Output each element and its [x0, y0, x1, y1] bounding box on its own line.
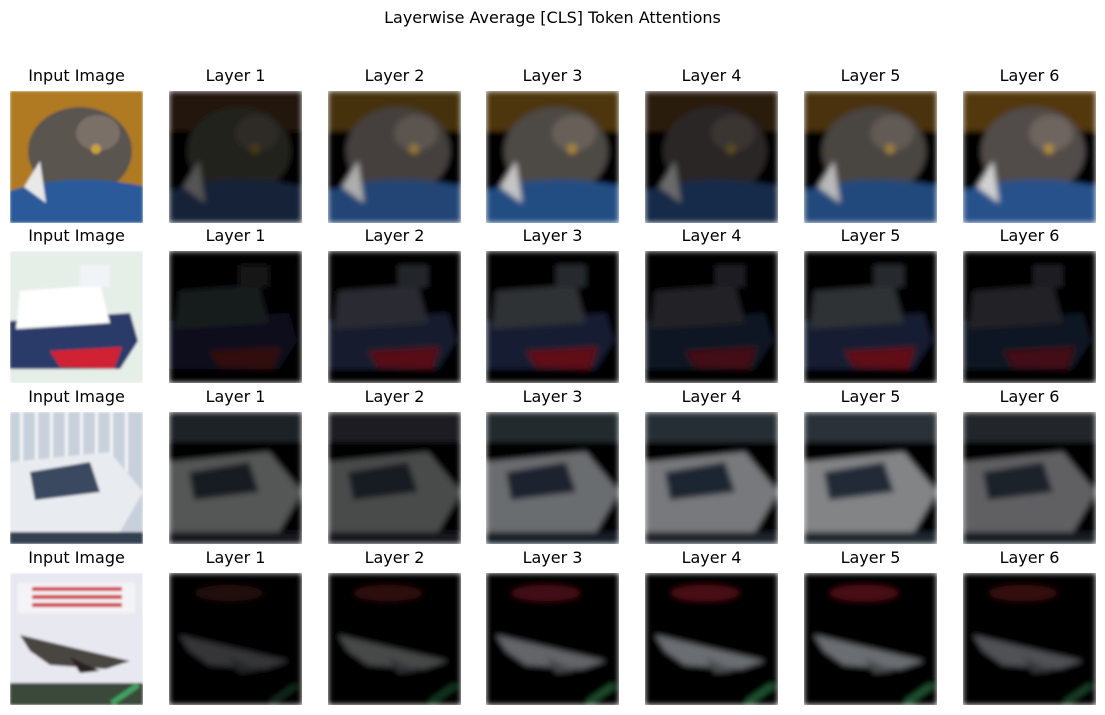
panel-title: Layer 5 [840, 66, 901, 85]
panel-title: Layer 2 [364, 226, 425, 245]
attention-map-image [169, 91, 302, 223]
panel-title: Layer 1 [205, 66, 266, 85]
attention-map-image [963, 251, 1096, 383]
attention-map-image [169, 573, 302, 705]
panel-title: Layer 3 [522, 66, 583, 85]
panel-title: Layer 6 [999, 226, 1060, 245]
attention-map-image [645, 251, 778, 383]
panel-title: Input Image [28, 387, 125, 406]
panel-title: Layer 5 [840, 387, 901, 406]
panel-title: Layer 1 [205, 387, 266, 406]
attention-map-image [963, 573, 1096, 705]
input-image [10, 573, 143, 705]
attention-map-image [328, 412, 461, 544]
figure-title: Layerwise Average [CLS] Token Attentions [384, 8, 721, 27]
input-image [10, 412, 143, 544]
attention-map-image [963, 91, 1096, 223]
input-image [10, 91, 143, 223]
attention-map-image [804, 251, 937, 383]
panel-title: Layer 6 [999, 548, 1060, 567]
attention-map-image [169, 251, 302, 383]
panel-title: Layer 4 [681, 226, 742, 245]
panel-title: Layer 6 [999, 387, 1060, 406]
panel-title: Layer 3 [522, 548, 583, 567]
panel-title: Layer 4 [681, 548, 742, 567]
attention-map-image [804, 91, 937, 223]
panel-title: Layer 3 [522, 387, 583, 406]
panel-title: Layer 5 [840, 548, 901, 567]
attention-map-image [486, 251, 619, 383]
attention-map-image [486, 412, 619, 544]
panel-title: Layer 2 [364, 387, 425, 406]
attention-map-image [804, 412, 937, 544]
panel-title: Layer 1 [205, 548, 266, 567]
panel-title: Input Image [28, 548, 125, 567]
panel-title: Layer 2 [364, 548, 425, 567]
attention-map-image [645, 412, 778, 544]
attention-map-image [804, 573, 937, 705]
attention-map-image [486, 573, 619, 705]
attention-map-image [328, 251, 461, 383]
panel-title: Layer 6 [999, 66, 1060, 85]
panel-title: Layer 3 [522, 226, 583, 245]
input-image [10, 251, 143, 383]
attention-map-image [328, 91, 461, 223]
panel-title: Layer 5 [840, 226, 901, 245]
attention-map-image [645, 91, 778, 223]
panel-title: Input Image [28, 226, 125, 245]
panel-title: Layer 1 [205, 226, 266, 245]
attention-map-image [963, 412, 1096, 544]
attention-map-image [486, 91, 619, 223]
panel-title: Input Image [28, 66, 125, 85]
panel-title: Layer 4 [681, 66, 742, 85]
panel-title: Layer 2 [364, 66, 425, 85]
attention-map-image [169, 412, 302, 544]
panel-title: Layer 4 [681, 387, 742, 406]
attention-map-image [645, 573, 778, 705]
attention-map-image [328, 573, 461, 705]
